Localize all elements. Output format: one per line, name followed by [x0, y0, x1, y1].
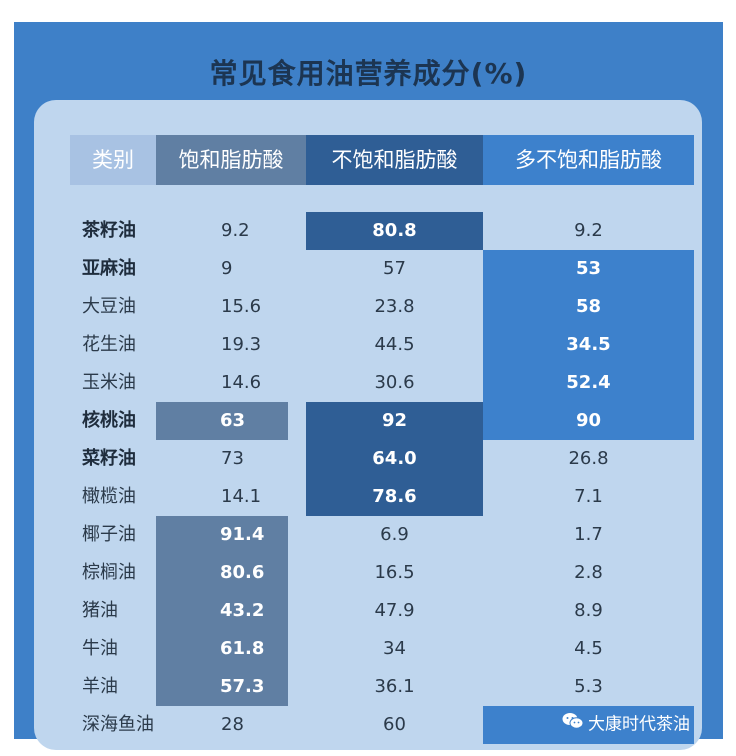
- poly-value: 34.5: [566, 334, 611, 355]
- watermark: 大康时代茶油: [562, 712, 690, 736]
- sat-highlight-block: [156, 516, 288, 706]
- sat-value: 63: [220, 410, 246, 431]
- table-row: 牛油 61.8 34 4.5: [70, 630, 694, 668]
- poly-value: 8.9: [574, 600, 603, 621]
- sat-value: 80.6: [220, 562, 265, 583]
- sat-value: 61.8: [220, 638, 265, 659]
- sat-value: 91.4: [220, 524, 265, 545]
- mono-highlight-block: [306, 402, 483, 516]
- oil-name: 棕榈油: [82, 562, 136, 583]
- mono-value: 44.5: [374, 334, 415, 355]
- oil-name: 亚麻油: [82, 258, 136, 279]
- watermark-text: 大康时代茶油: [588, 714, 690, 735]
- chart-title: 常见食用油营养成分(%): [209, 57, 528, 90]
- poly-value: 53: [575, 258, 602, 279]
- oil-name: 橄榄油: [82, 486, 136, 507]
- header-category: 类别: [70, 135, 156, 185]
- poly-value: 1.7: [574, 524, 603, 545]
- table-row: 茶籽油 9.2 80.8 9.2: [70, 212, 694, 250]
- table-row: 亚麻油 9 57 53: [70, 250, 694, 288]
- sat-value: 14.6: [221, 372, 262, 393]
- poly-highlight-block: [483, 706, 694, 744]
- table-panel: 类别 饱和脂肪酸 不饱和脂肪酸 多不饱和脂肪酸 茶籽油 9.2 80.8 9.2 亚麻油…: [34, 100, 702, 750]
- oil-name: 核桃油: [82, 410, 136, 431]
- mono-value: 36.1: [374, 676, 415, 697]
- mono-highlight-block: [306, 212, 483, 250]
- oil-name: 猪油: [82, 600, 118, 621]
- mono-value: 57: [383, 258, 406, 279]
- oil-name: 茶籽油: [82, 220, 136, 241]
- oil-name: 深海鱼油: [82, 714, 154, 735]
- mono-value: 6.9: [380, 524, 409, 545]
- poly-value: 2.8: [574, 562, 603, 583]
- mono-value: 64.0: [372, 448, 417, 469]
- oil-name: 花生油: [82, 334, 136, 355]
- sat-value: 73: [221, 448, 244, 469]
- table-row: 棕榈油 80.6 16.5 2.8: [70, 554, 694, 592]
- mono-value: 34: [383, 638, 406, 659]
- oil-name: 玉米油: [82, 372, 136, 393]
- table-row: 橄榄油 14.1 78.6 7.1: [70, 478, 694, 516]
- wechat-icon: [562, 712, 584, 737]
- poly-value: 5.3: [574, 676, 603, 697]
- sat-value: 9.2: [221, 220, 250, 241]
- table-row: 菜籽油 73 64.0 26.8: [70, 440, 694, 478]
- poly-value: 4.5: [574, 638, 603, 659]
- mono-value: 23.8: [374, 296, 415, 317]
- table-row: 核桃油 63 92 90: [70, 402, 694, 440]
- header-polyunsaturated: 多不饱和脂肪酸: [483, 135, 694, 185]
- table-row: 猪油 43.2 47.9 8.9: [70, 592, 694, 630]
- mono-value: 60: [383, 714, 406, 735]
- mono-value: 30.6: [374, 372, 415, 393]
- sat-value: 9: [221, 258, 233, 279]
- table-row: 深海鱼油 28 60: [70, 706, 694, 744]
- sat-value: 14.1: [221, 486, 262, 507]
- sat-highlight-block: [156, 402, 288, 440]
- poly-value: 90: [575, 410, 602, 431]
- header-unsaturated: 不饱和脂肪酸: [306, 135, 483, 185]
- mono-value: 92: [381, 410, 408, 431]
- sat-value: 15.6: [221, 296, 262, 317]
- oil-name: 大豆油: [82, 296, 136, 317]
- poly-value: 9.2: [574, 220, 603, 241]
- oil-name: 椰子油: [82, 524, 136, 545]
- oil-name: 菜籽油: [82, 448, 136, 469]
- poly-highlight-block: [483, 250, 694, 440]
- mono-value: 47.9: [374, 600, 415, 621]
- sat-value: 19.3: [221, 334, 262, 355]
- mono-value: 78.6: [372, 486, 417, 507]
- table-row: 椰子油 91.4 6.9 1.7: [70, 516, 694, 554]
- table-row: 大豆油 15.6 23.8 58: [70, 288, 694, 326]
- table-header: 类别 饱和脂肪酸 不饱和脂肪酸 多不饱和脂肪酸: [70, 135, 694, 185]
- sat-value: 28: [221, 714, 244, 735]
- mono-value: 80.8: [372, 220, 417, 241]
- table-row: 花生油 19.3 44.5 34.5: [70, 326, 694, 364]
- oil-name: 牛油: [82, 638, 118, 659]
- sat-value: 57.3: [220, 676, 265, 697]
- sat-value: 43.2: [220, 600, 265, 621]
- mono-value: 16.5: [374, 562, 415, 583]
- poly-value: 26.8: [568, 448, 609, 469]
- oil-name: 羊油: [82, 676, 118, 697]
- table-row: 羊油 57.3 36.1 5.3: [70, 668, 694, 706]
- infographic-frame: 常见食用油营养成分(%) 类别 饱和脂肪酸 不饱和脂肪酸 多不饱和脂肪酸 茶籽油…: [14, 22, 723, 750]
- poly-value: 7.1: [574, 486, 603, 507]
- poly-value: 58: [575, 296, 602, 317]
- header-saturated: 饱和脂肪酸: [156, 135, 306, 185]
- table-row: 玉米油 14.6 30.6 52.4: [70, 364, 694, 402]
- poly-value: 52.4: [566, 372, 611, 393]
